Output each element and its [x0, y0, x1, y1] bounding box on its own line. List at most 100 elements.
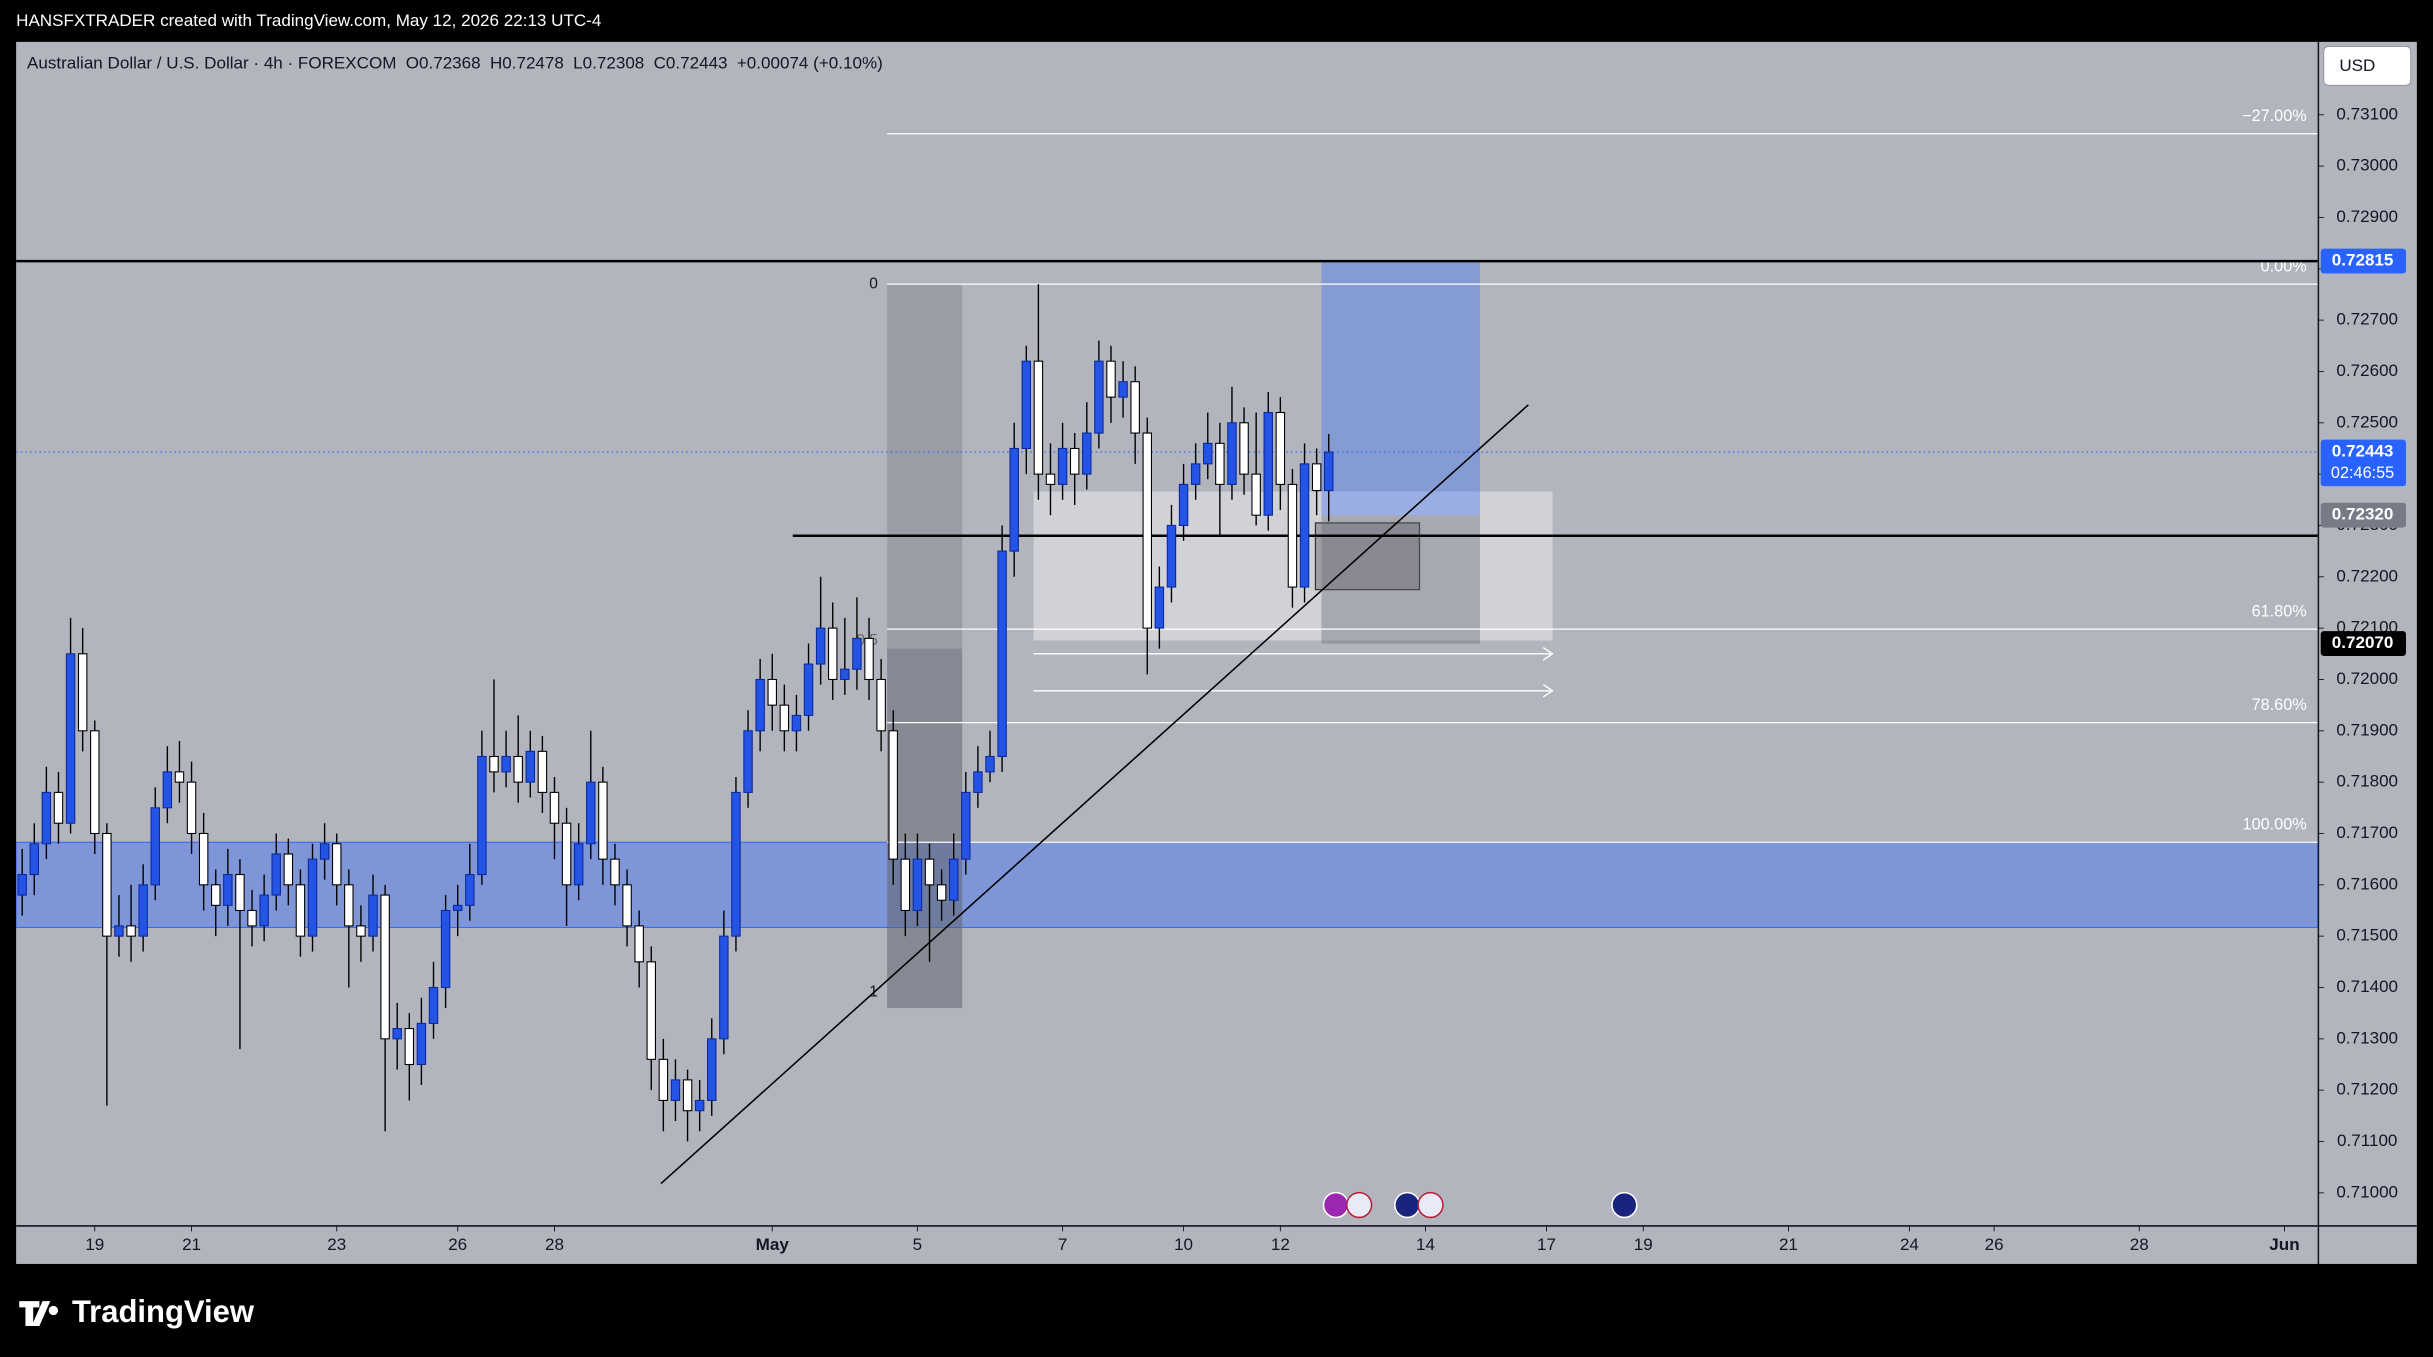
candle-body — [331, 843, 342, 886]
y-tick-label: 0.71600 — [2336, 874, 2398, 893]
x-tick-label: 24 — [1900, 1235, 1919, 1254]
candle-body — [1118, 381, 1128, 398]
y-tick-label: 0.72600 — [2336, 361, 2398, 380]
candle-body — [102, 832, 112, 937]
x-tick-label: 21 — [182, 1235, 201, 1254]
candle-body — [356, 925, 366, 937]
candle-body — [1033, 360, 1044, 475]
candle-body — [114, 925, 124, 937]
candle-body — [573, 843, 584, 886]
candle-body — [586, 781, 596, 845]
x-tick-label: 23 — [327, 1235, 346, 1254]
credit: HANSFXTRADER created with TradingView.co… — [16, 11, 601, 30]
x-tick-label: 12 — [1271, 1235, 1290, 1254]
x-tick-label: May — [756, 1235, 790, 1254]
candle-body — [1142, 432, 1153, 629]
candle-body — [1045, 473, 1056, 485]
candle-body — [634, 925, 644, 963]
y-tick-label: 0.71900 — [2336, 720, 2398, 739]
event-icon[interactable] — [1394, 1191, 1421, 1219]
event-icon[interactable] — [1611, 1191, 1638, 1219]
candle-body — [271, 853, 281, 896]
candle-body — [223, 874, 233, 906]
candle-body — [791, 714, 802, 732]
candle-body — [477, 755, 487, 876]
logo-mark — [19, 1301, 59, 1326]
y-tick-label: 0.72900 — [2336, 207, 2398, 226]
candle-body — [344, 884, 354, 927]
price-tag — [2320, 248, 2407, 274]
candle-body — [961, 791, 971, 860]
candle-body — [1106, 360, 1116, 398]
x-tick-label: 19 — [85, 1235, 104, 1254]
y-tick-label: 0.72500 — [2336, 412, 2398, 431]
price-tag-label: 0.72070 — [2332, 633, 2394, 652]
candle-body — [162, 771, 173, 809]
candle-body — [610, 858, 620, 886]
arrow — [1033, 683, 1554, 698]
candle-body — [295, 884, 306, 937]
event-icon[interactable] — [1322, 1191, 1350, 1219]
x-tick-label: 26 — [1985, 1235, 2004, 1254]
x-tick-label: 10 — [1174, 1235, 1193, 1254]
candle-body — [1130, 381, 1140, 434]
candle-body — [779, 704, 790, 732]
candle-body — [1251, 473, 1261, 516]
candle-body — [525, 750, 536, 783]
candle-body — [319, 843, 330, 860]
brand: TradingView — [72, 1294, 255, 1329]
y-tick-label: 0.72700 — [2336, 310, 2398, 329]
candle-body — [513, 755, 523, 783]
y-tick-label: 0.71200 — [2336, 1080, 2398, 1099]
currency-label[interactable]: USD — [2339, 56, 2375, 75]
x-tick-label: 26 — [448, 1235, 467, 1254]
candle-body — [465, 874, 475, 906]
price-tag-label: 0.72320 — [2332, 505, 2394, 524]
candle-body — [815, 627, 826, 665]
price-tag — [2320, 439, 2407, 487]
legend-value: +0.00074 (+0.10%) — [737, 53, 883, 72]
candle-body — [670, 1079, 681, 1101]
y-tick-label: 0.71100 — [2337, 1131, 2397, 1150]
candle-body — [392, 1028, 402, 1040]
measure-label: 0 — [869, 275, 878, 292]
candle-body — [1009, 447, 1019, 552]
candle-body — [888, 730, 898, 860]
candle-body — [755, 678, 765, 732]
y-tick-label: 0.71800 — [2336, 772, 2398, 791]
y-tick-label: 0.72000 — [2336, 669, 2398, 688]
legend-value: H0.72478 — [490, 53, 564, 72]
x-tick-label: 28 — [2130, 1235, 2149, 1254]
candle-body — [1166, 524, 1177, 588]
drawing-rect — [1314, 522, 1421, 591]
candle-body — [852, 637, 862, 670]
legend-value: O0.72368 — [406, 53, 481, 72]
candle-body — [1311, 463, 1322, 492]
candle-body — [537, 750, 548, 793]
candle-body — [719, 935, 729, 1040]
candle-body — [1094, 360, 1104, 434]
fib-label: −27.00% — [2242, 107, 2307, 125]
x-tick-label: 17 — [1537, 1235, 1556, 1254]
y-tick-label: 0.73100 — [2336, 104, 2398, 123]
fib-label: 61.80% — [2252, 602, 2307, 620]
candle-body — [17, 874, 27, 896]
candle-body — [549, 791, 560, 824]
y-tick-label: 0.71400 — [2336, 977, 2398, 996]
symbol: Australian Dollar / U.S. Dollar · 4h · F… — [27, 53, 396, 72]
candle-body — [1324, 451, 1334, 492]
candle-body — [150, 807, 160, 886]
event-icon[interactable] — [1417, 1191, 1444, 1219]
candle-body — [1263, 411, 1273, 516]
candle-body — [440, 909, 451, 989]
candle-body — [936, 884, 947, 901]
x-tick-label: 28 — [545, 1235, 564, 1254]
candle-body — [29, 843, 40, 876]
candle-body — [598, 781, 608, 860]
currency-button[interactable] — [2323, 46, 2412, 86]
candle-body — [840, 668, 850, 681]
candle-body — [126, 925, 136, 937]
event-icon[interactable] — [1345, 1191, 1373, 1219]
candle-body — [1178, 483, 1189, 527]
candle-body — [452, 904, 463, 912]
